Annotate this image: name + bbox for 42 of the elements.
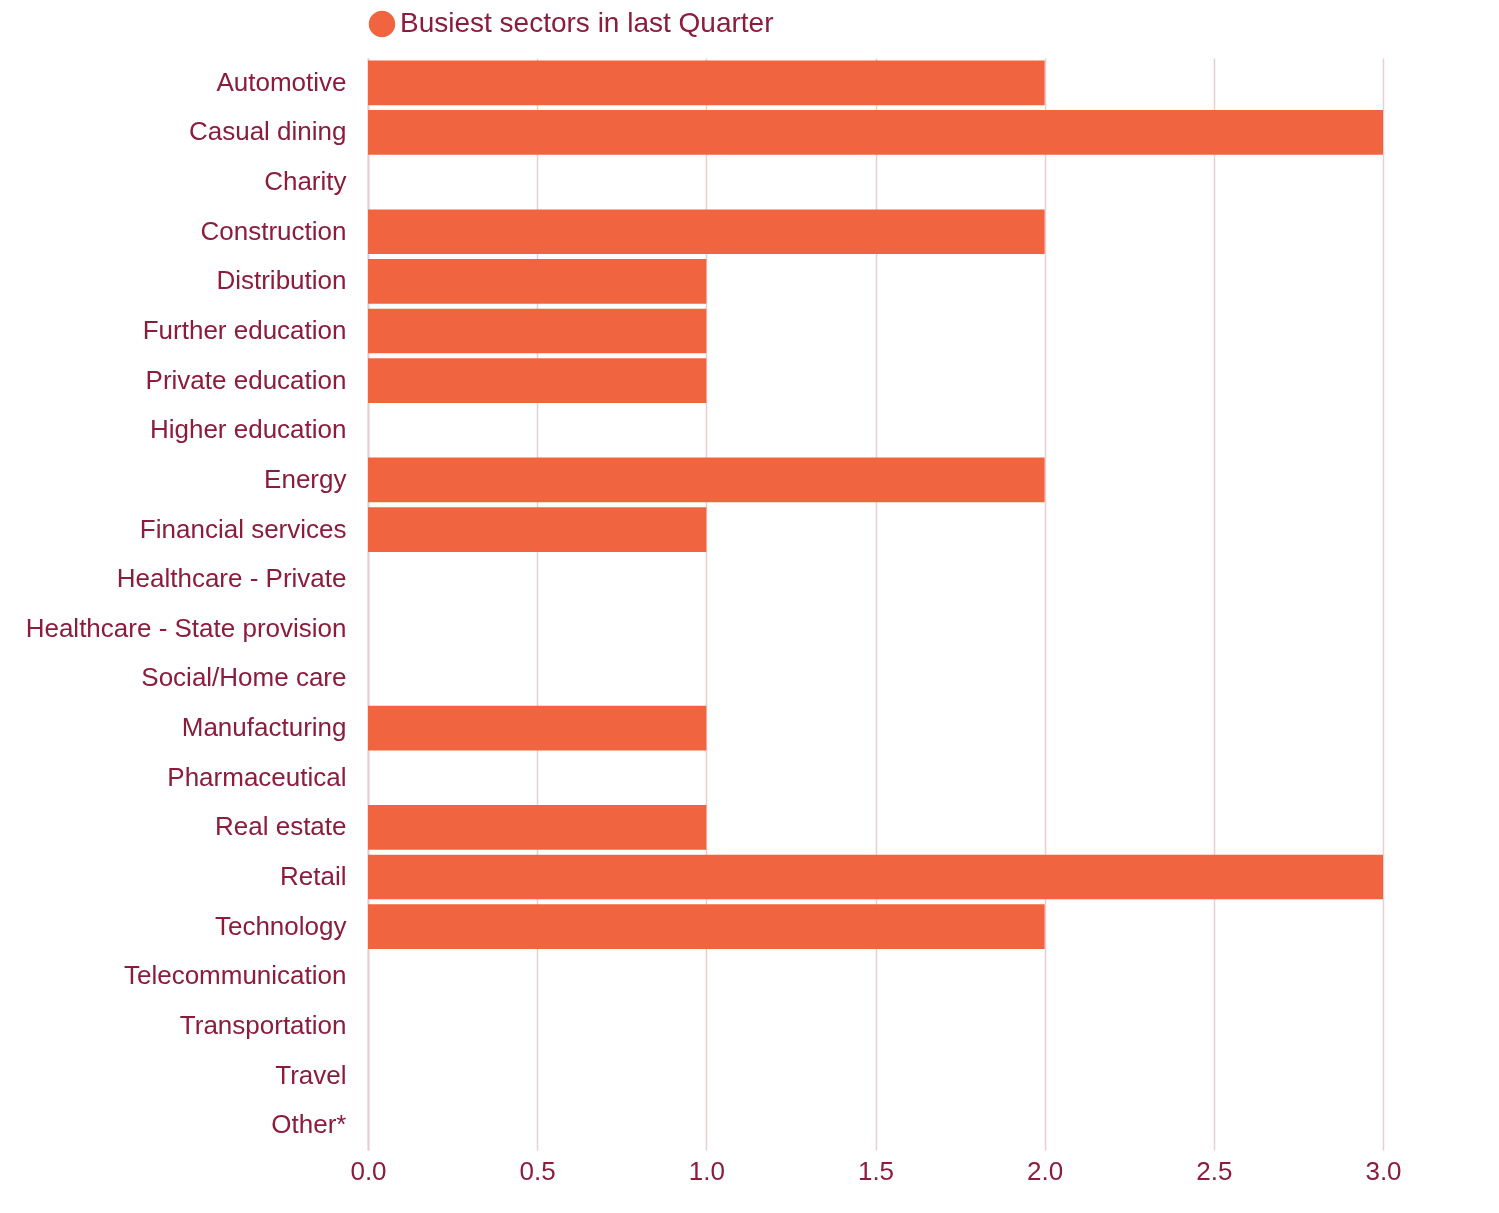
bar	[368, 507, 707, 552]
y-tick-label: Social/Home care	[141, 662, 347, 693]
y-tick-label: Distribution	[216, 265, 347, 296]
y-tick-label: Telecommunication	[123, 960, 347, 991]
y-tick-label: Other*	[271, 1109, 347, 1140]
y-tick-label: Financial services	[139, 513, 347, 544]
y-tick-label: Pharmaceutical	[167, 761, 347, 792]
x-tick-label: 1.5	[857, 1155, 895, 1186]
bar	[368, 60, 1045, 106]
y-tick-label: Retail	[280, 861, 347, 891]
y-tick-label: Further education	[142, 315, 347, 345]
y-tick-label: Real estate	[214, 811, 347, 842]
x-tick-label: 2.0	[1027, 1155, 1064, 1186]
y-tick-label: Charity	[264, 166, 347, 197]
bar	[368, 854, 1383, 900]
y-tick-label: Energy	[264, 463, 347, 494]
bar	[368, 110, 1383, 155]
bar	[368, 805, 707, 850]
x-tick-label: 2.5	[1196, 1155, 1233, 1186]
bar	[368, 209, 1045, 255]
y-tick-label: Healthcare - Private	[116, 563, 347, 594]
y-tick-label: Higher education	[149, 414, 347, 445]
bar	[368, 358, 707, 403]
y-tick-label: Private education	[145, 364, 347, 395]
x-tick-label: 1.0	[688, 1155, 725, 1186]
bar	[368, 308, 707, 354]
bar	[368, 259, 707, 304]
x-tick-label: 0.0	[350, 1155, 387, 1186]
legend-label: Busiest sectors in last Quarter	[400, 7, 774, 38]
y-tick-label: Healthcare - State provision	[25, 612, 347, 643]
bar	[368, 904, 1045, 949]
y-tick-label: Manufacturing	[181, 712, 347, 743]
y-tick-label: Automotive	[216, 66, 347, 97]
x-tick-label: 3.0	[1365, 1155, 1402, 1186]
y-tick-label: Technology	[214, 910, 347, 941]
bar	[368, 457, 1045, 503]
y-tick-label: Casual dining	[188, 116, 347, 147]
bar	[368, 705, 707, 751]
y-tick-label: Transportation	[179, 1009, 347, 1040]
y-tick-label: Travel	[275, 1059, 347, 1090]
y-tick-label: Construction	[200, 215, 347, 246]
x-tick-label: 0.5	[519, 1155, 556, 1186]
